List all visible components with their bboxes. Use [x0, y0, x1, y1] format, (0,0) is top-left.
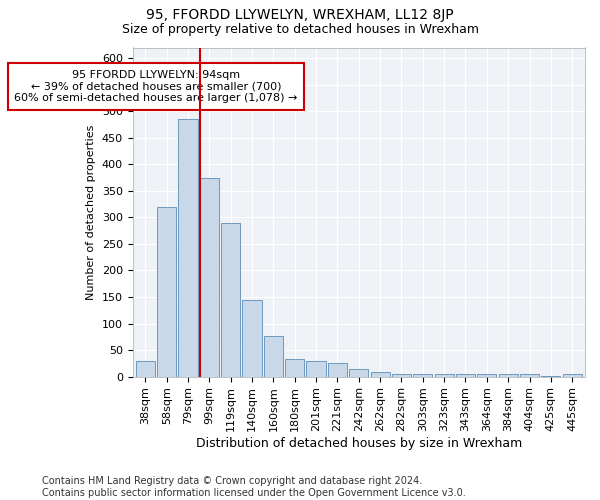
Bar [349, 368, 368, 376]
Bar [200, 178, 219, 376]
Bar [563, 374, 582, 376]
Bar [178, 119, 197, 376]
Bar [456, 374, 475, 376]
Bar [477, 374, 496, 376]
Bar [136, 360, 155, 376]
Bar [371, 372, 390, 376]
Y-axis label: Number of detached properties: Number of detached properties [86, 124, 96, 300]
Bar [285, 359, 304, 376]
Bar [264, 336, 283, 376]
Bar [392, 374, 411, 376]
Text: 95 FFORDD LLYWELYN: 94sqm
← 39% of detached houses are smaller (700)
60% of semi: 95 FFORDD LLYWELYN: 94sqm ← 39% of detac… [14, 70, 298, 103]
Bar [520, 374, 539, 376]
Bar [413, 374, 433, 376]
Bar [242, 300, 262, 376]
Text: Size of property relative to detached houses in Wrexham: Size of property relative to detached ho… [121, 22, 479, 36]
X-axis label: Distribution of detached houses by size in Wrexham: Distribution of detached houses by size … [196, 437, 522, 450]
Bar [434, 374, 454, 376]
Bar [221, 222, 241, 376]
Bar [328, 363, 347, 376]
Bar [307, 360, 326, 376]
Bar [157, 206, 176, 376]
Text: Contains HM Land Registry data © Crown copyright and database right 2024.
Contai: Contains HM Land Registry data © Crown c… [42, 476, 466, 498]
Bar [499, 374, 518, 376]
Text: 95, FFORDD LLYWELYN, WREXHAM, LL12 8JP: 95, FFORDD LLYWELYN, WREXHAM, LL12 8JP [146, 8, 454, 22]
